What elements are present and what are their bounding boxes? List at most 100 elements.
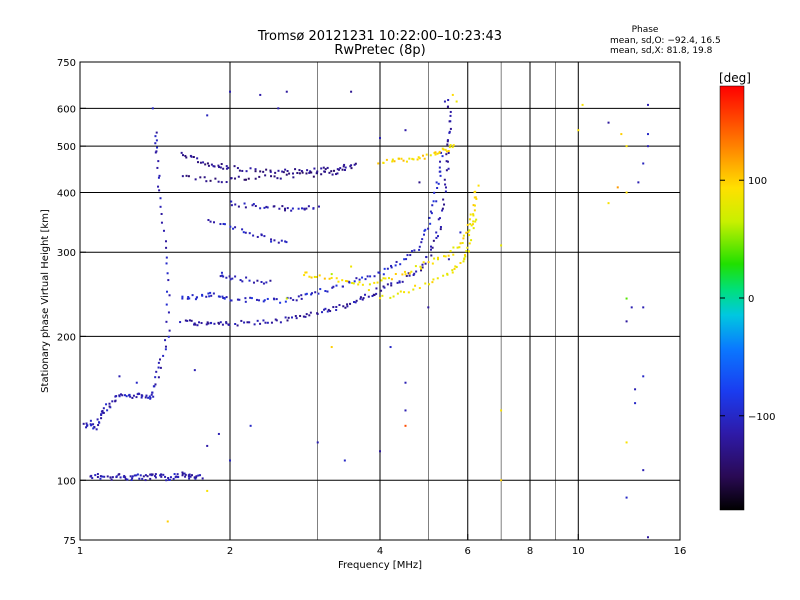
data-point (194, 178, 197, 181)
data-point (165, 479, 168, 482)
data-point (269, 169, 272, 172)
phase-stats-x: mean, sd,X: 81.8, 19.8 (610, 46, 713, 56)
data-point (123, 394, 126, 397)
data-point (102, 411, 105, 414)
y-tick-label: 400 (57, 188, 76, 199)
data-point (229, 278, 232, 281)
data-point (198, 321, 201, 324)
data-point (425, 153, 428, 156)
data-point (162, 473, 165, 476)
data-point (393, 160, 396, 163)
data-point (313, 275, 316, 278)
data-point (305, 172, 308, 175)
data-point (439, 174, 442, 177)
data-point (357, 283, 360, 286)
data-point (169, 476, 172, 479)
data-point (284, 168, 287, 171)
data-point (405, 274, 408, 277)
data-point (421, 263, 424, 266)
data-point (221, 323, 224, 326)
data-point (435, 181, 438, 184)
data-point (449, 250, 452, 253)
data-point (581, 103, 584, 106)
data-point (392, 295, 395, 298)
data-point (391, 160, 394, 163)
data-point (309, 311, 312, 314)
data-point (385, 158, 388, 161)
data-point (253, 323, 256, 326)
data-point (238, 169, 241, 172)
data-point (264, 174, 267, 177)
data-point (338, 304, 341, 307)
data-point (249, 167, 252, 170)
data-point (167, 335, 170, 338)
data-point (154, 476, 157, 479)
data-point (336, 172, 339, 175)
data-point (273, 239, 276, 242)
data-point (413, 249, 416, 252)
data-point (212, 165, 215, 168)
data-point (358, 278, 361, 281)
data-point (421, 266, 424, 269)
data-point (429, 222, 432, 225)
data-point (394, 272, 397, 275)
data-point (642, 306, 645, 309)
data-point (222, 222, 225, 225)
data-point (262, 319, 265, 322)
data-point (165, 262, 168, 265)
data-point (183, 472, 186, 475)
data-point (447, 258, 450, 261)
data-point (254, 205, 257, 208)
data-point (243, 321, 246, 324)
data-point (444, 190, 447, 193)
data-point (256, 319, 259, 322)
data-point (444, 255, 447, 258)
data-point (337, 168, 340, 171)
data-point (158, 174, 161, 177)
data-point (428, 216, 431, 219)
data-point (128, 393, 131, 396)
data-point (193, 322, 196, 325)
data-point (254, 177, 257, 180)
data-point (302, 315, 305, 318)
data-point (270, 321, 273, 324)
data-point (389, 346, 392, 349)
data-point (290, 209, 293, 212)
data-point (130, 479, 133, 482)
data-point (335, 284, 338, 287)
data-point (330, 273, 333, 276)
data-point (472, 204, 475, 207)
data-point (225, 276, 228, 279)
data-point (166, 290, 169, 293)
data-point (177, 476, 180, 479)
data-point (200, 322, 203, 325)
data-point (157, 376, 160, 379)
data-point (221, 295, 224, 298)
data-point (230, 299, 233, 302)
data-point (412, 158, 415, 161)
data-point (445, 160, 448, 163)
data-point (377, 162, 380, 165)
x-tick-label: 4 (377, 546, 383, 557)
data-point (165, 320, 168, 323)
data-point (129, 475, 132, 478)
data-point (101, 410, 104, 413)
data-point (251, 204, 254, 207)
data-point (335, 173, 338, 176)
data-point (160, 473, 163, 476)
data-point (439, 170, 442, 173)
data-point (156, 146, 159, 149)
data-point (101, 411, 104, 414)
data-point (462, 237, 465, 240)
data-point (413, 272, 416, 275)
data-point (441, 147, 444, 150)
data-point (389, 296, 392, 299)
data-point (376, 281, 379, 284)
data-point (212, 221, 215, 224)
data-point (188, 297, 191, 300)
data-point (444, 183, 447, 186)
data-point (146, 475, 149, 478)
plot-area: 1 2 4 6 8 10 16 75 100 200 300 400 500 600 750 (57, 58, 686, 557)
data-point (222, 296, 225, 299)
data-point (162, 229, 165, 232)
